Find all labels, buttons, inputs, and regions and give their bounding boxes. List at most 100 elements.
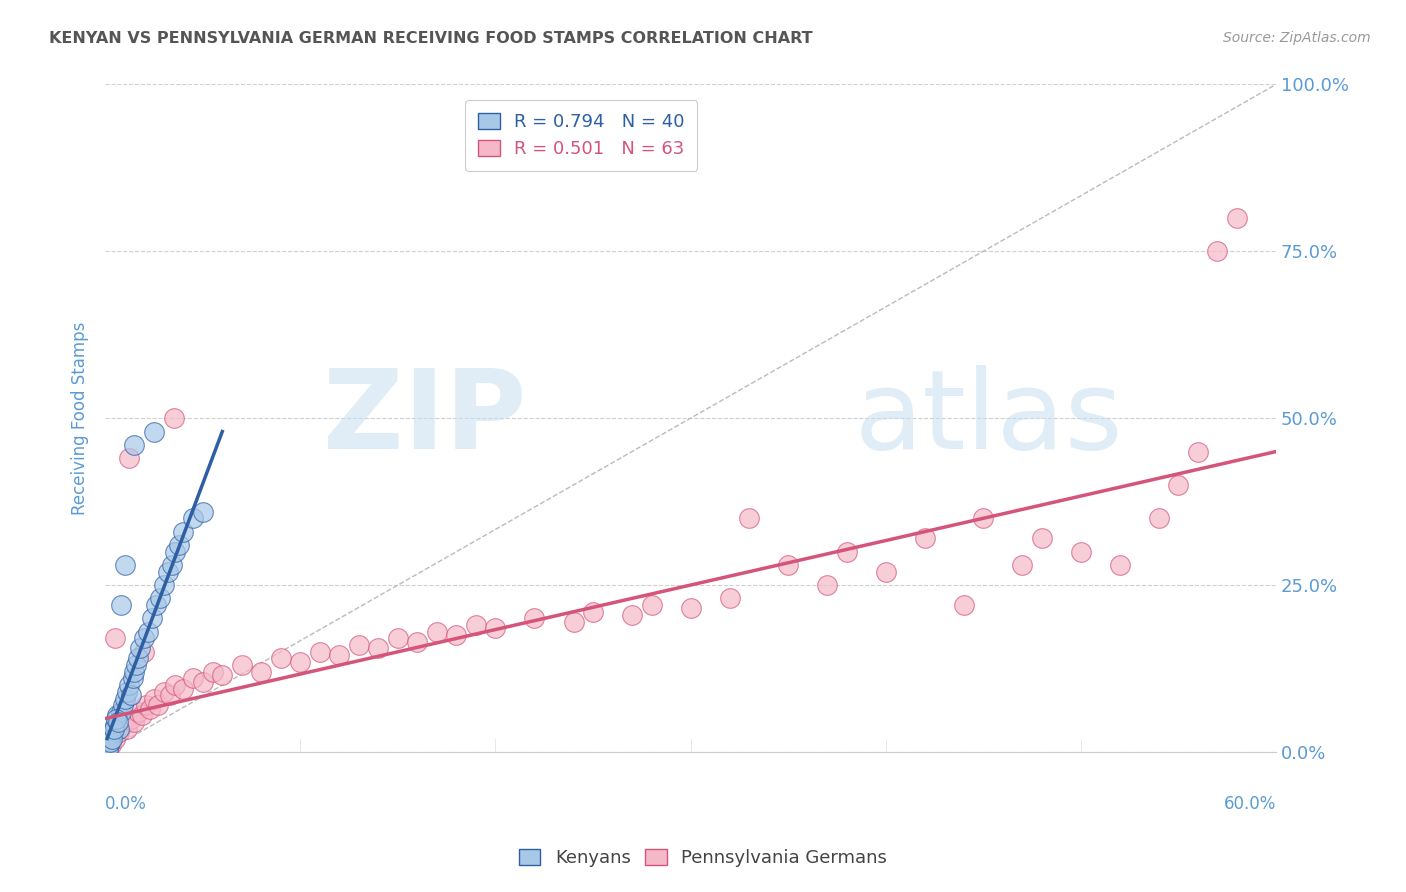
Point [125, 658, 148, 673]
Point [124, 665, 146, 679]
Point [105, 708, 128, 723]
Point [98, 735, 121, 749]
Point [169, 538, 191, 552]
Point [640, 598, 662, 612]
Point [104, 712, 127, 726]
Point [162, 411, 184, 425]
Point [111, 718, 134, 732]
Legend: R = 0.794   N = 40, R = 0.501   N = 63: R = 0.794 N = 40, R = 0.501 N = 63 [465, 100, 697, 171]
Text: Source: ZipAtlas.com: Source: ZipAtlas.com [1223, 31, 1371, 45]
Text: ZIP: ZIP [323, 365, 527, 472]
Point [211, 668, 233, 682]
Point [446, 628, 468, 642]
Point [972, 511, 994, 525]
Point [165, 544, 187, 558]
Point [104, 731, 127, 746]
Point [523, 611, 546, 625]
Point [139, 701, 162, 715]
Point [679, 601, 702, 615]
Point [121, 672, 143, 686]
Point [426, 624, 449, 639]
Point [100, 728, 122, 742]
Point [815, 578, 838, 592]
Point [124, 438, 146, 452]
Point [117, 678, 139, 692]
Point [835, 544, 858, 558]
Point [1147, 511, 1170, 525]
Point [104, 632, 127, 646]
Point [134, 645, 156, 659]
Point [143, 425, 166, 439]
Point [131, 708, 153, 723]
Point [104, 718, 127, 732]
Point [100, 738, 122, 752]
Point [250, 665, 273, 679]
Point [120, 712, 142, 726]
Point [562, 615, 585, 629]
Point [582, 605, 605, 619]
Point [149, 591, 172, 606]
Point [231, 658, 253, 673]
Point [367, 641, 389, 656]
Point [914, 532, 936, 546]
Point [1070, 544, 1092, 558]
Point [165, 678, 187, 692]
Text: 60.0%: 60.0% [1223, 796, 1277, 814]
Point [101, 731, 124, 746]
Point [135, 698, 157, 713]
Point [159, 688, 181, 702]
Text: 0.0%: 0.0% [105, 796, 148, 814]
Point [111, 698, 134, 713]
Point [201, 665, 224, 679]
Point [465, 618, 488, 632]
Point [108, 725, 131, 739]
Point [117, 451, 139, 466]
Legend: Kenyans, Pennsylvania Germans: Kenyans, Pennsylvania Germans [512, 841, 894, 874]
Point [114, 691, 136, 706]
Point [875, 565, 897, 579]
Point [484, 622, 506, 636]
Point [98, 738, 121, 752]
Point [108, 722, 131, 736]
Point [115, 685, 138, 699]
Point [97, 741, 120, 756]
Point [290, 655, 312, 669]
Point [124, 714, 146, 729]
Point [328, 648, 350, 662]
Point [127, 705, 149, 719]
Point [134, 632, 156, 646]
Point [191, 505, 214, 519]
Point [347, 638, 370, 652]
Point [120, 688, 142, 702]
Point [738, 511, 761, 525]
Point [129, 641, 152, 656]
Point [143, 691, 166, 706]
Point [172, 681, 194, 696]
Point [181, 672, 204, 686]
Point [141, 611, 163, 625]
Point [1206, 244, 1229, 259]
Point [406, 634, 429, 648]
Point [387, 632, 409, 646]
Point [191, 674, 214, 689]
Point [718, 591, 741, 606]
Point [1031, 532, 1053, 546]
Point [103, 722, 125, 736]
Point [107, 714, 129, 729]
Point [146, 698, 169, 713]
Text: atlas: atlas [855, 365, 1123, 472]
Point [152, 685, 174, 699]
Point [308, 645, 330, 659]
Point [1011, 558, 1033, 572]
Point [778, 558, 800, 572]
Text: KENYAN VS PENNSYLVANIA GERMAN RECEIVING FOOD STAMPS CORRELATION CHART: KENYAN VS PENNSYLVANIA GERMAN RECEIVING … [49, 31, 813, 46]
Point [101, 725, 124, 739]
Point [1226, 211, 1249, 225]
Y-axis label: Receiving Food Stamps: Receiving Food Stamps [72, 321, 89, 515]
Point [110, 598, 132, 612]
Point [1187, 444, 1209, 458]
Point [145, 598, 167, 612]
Point [1167, 478, 1189, 492]
Point [621, 608, 644, 623]
Point [136, 624, 159, 639]
